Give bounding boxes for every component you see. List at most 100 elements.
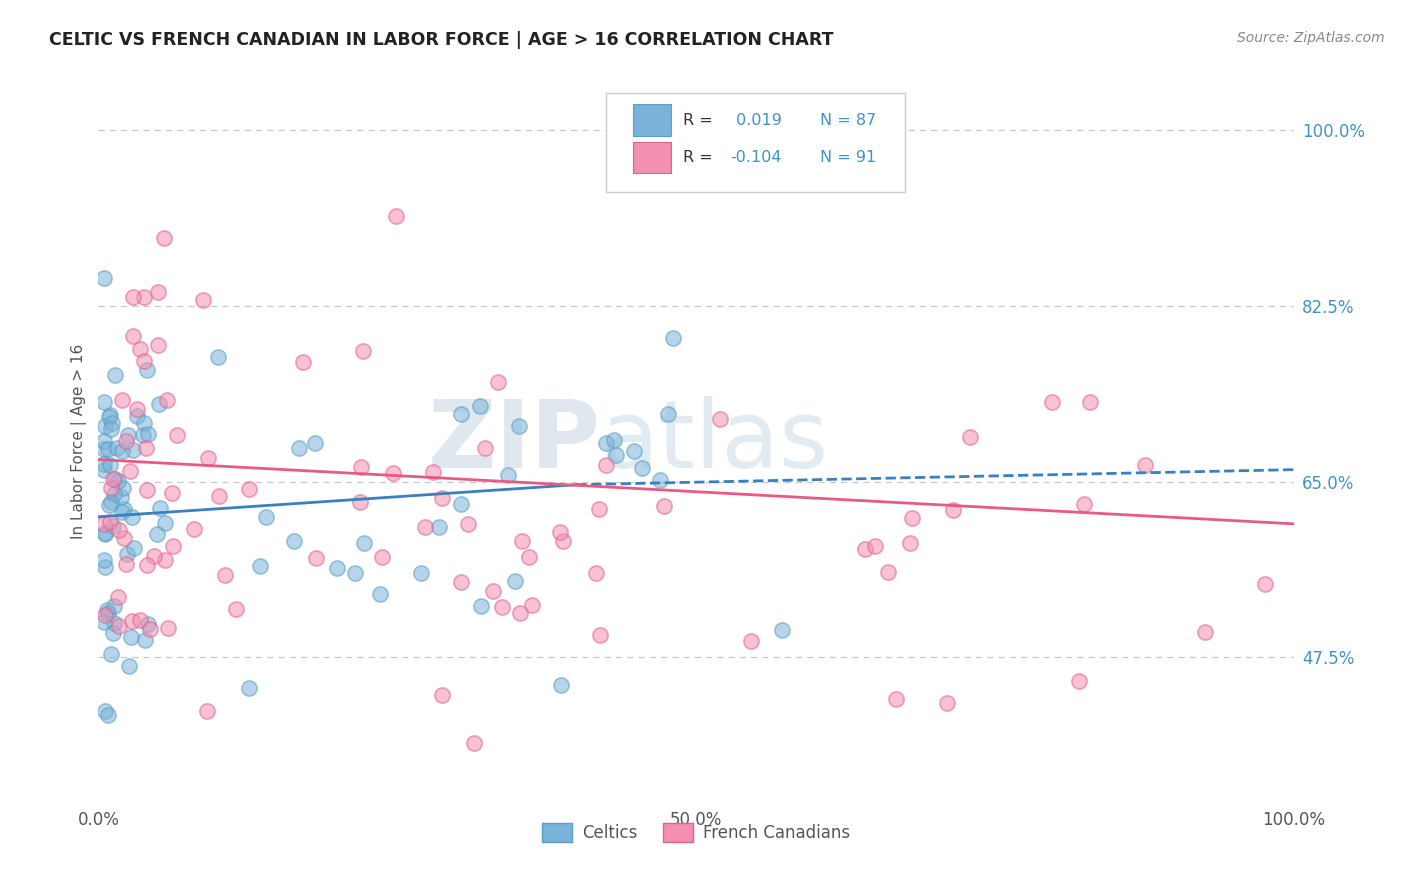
Point [96, 603, 118, 617]
Point [1040, 395, 1063, 409]
Point [100, 408, 122, 422]
Point [107, 474, 129, 488]
Point [117, 428, 139, 442]
Point [93, 527, 115, 541]
Point [865, 539, 887, 553]
Point [112, 481, 135, 495]
Point [93, 463, 115, 477]
Point [105, 441, 128, 455]
Point [111, 444, 134, 458]
Point [208, 489, 231, 503]
Point [517, 549, 540, 564]
Point [118, 659, 141, 673]
Point [93, 553, 115, 567]
Point [110, 393, 132, 408]
Point [877, 565, 900, 579]
Point [648, 473, 672, 487]
Point [254, 509, 277, 524]
Point [104, 368, 127, 382]
Point [134, 353, 156, 368]
Point [135, 441, 157, 455]
Point [156, 393, 179, 408]
Point [103, 599, 125, 614]
Point [740, 634, 762, 648]
Point [422, 466, 444, 480]
Point [93, 516, 115, 531]
Point [1194, 625, 1216, 640]
Point [101, 625, 124, 640]
Point [415, 520, 437, 534]
Point [207, 350, 229, 364]
Point [148, 397, 170, 411]
Point [382, 467, 405, 481]
Point [585, 566, 607, 580]
Point [959, 430, 981, 444]
Point [111, 505, 134, 519]
Point [112, 531, 135, 545]
Point [468, 399, 491, 413]
Point [162, 540, 184, 554]
Point [183, 523, 205, 537]
Point [132, 290, 155, 304]
Point [129, 342, 152, 356]
Text: ZIP: ZIP [427, 395, 600, 488]
Point [652, 499, 675, 513]
Point [662, 330, 685, 344]
Point [94, 607, 117, 622]
Point [304, 435, 326, 450]
Point [291, 355, 314, 369]
Point [595, 458, 617, 472]
Point [486, 375, 509, 389]
Point [103, 615, 125, 630]
Point [657, 408, 679, 422]
Point [588, 501, 610, 516]
Point [409, 566, 432, 581]
Point [103, 487, 125, 501]
Point [135, 483, 157, 497]
Point [110, 490, 132, 504]
Point [117, 547, 139, 561]
Point [481, 584, 505, 599]
Point [93, 615, 115, 630]
Point [191, 293, 214, 308]
Text: CELTIC VS FRENCH CANADIAN IN LABOR FORCE | AGE > 16 CORRELATION CHART: CELTIC VS FRENCH CANADIAN IN LABOR FORCE… [49, 31, 834, 49]
Point [225, 602, 247, 616]
Point [149, 500, 172, 515]
Point [283, 533, 305, 548]
Point [121, 329, 143, 343]
Point [1078, 394, 1101, 409]
Point [101, 417, 124, 431]
Point [470, 599, 492, 613]
Legend: Celtics, French Canadians: Celtics, French Canadians [536, 816, 856, 848]
Point [122, 290, 145, 304]
Point [136, 427, 159, 442]
Point [100, 422, 122, 436]
Point [115, 557, 138, 571]
Point [249, 559, 271, 574]
Point [100, 481, 122, 495]
Point [97, 708, 120, 723]
Text: R =: R = [683, 112, 717, 128]
Point [430, 491, 453, 505]
Y-axis label: In Labor Force | Age > 16: In Labor Force | Age > 16 [72, 344, 87, 539]
Point [134, 632, 156, 647]
Point [238, 482, 260, 496]
Point [108, 619, 131, 633]
Point [166, 428, 188, 442]
Point [145, 526, 167, 541]
Text: 0.019: 0.019 [731, 112, 782, 128]
Point [97, 410, 120, 425]
Point [548, 524, 571, 539]
Point [101, 519, 124, 533]
Point [886, 692, 908, 706]
Point [135, 558, 157, 572]
Point [93, 271, 115, 285]
Point [108, 524, 131, 538]
Point [853, 541, 876, 556]
Point [553, 534, 575, 549]
Point [143, 549, 166, 564]
Point [589, 628, 612, 642]
Point [238, 681, 260, 695]
FancyBboxPatch shape [633, 104, 671, 136]
Point [343, 566, 366, 580]
